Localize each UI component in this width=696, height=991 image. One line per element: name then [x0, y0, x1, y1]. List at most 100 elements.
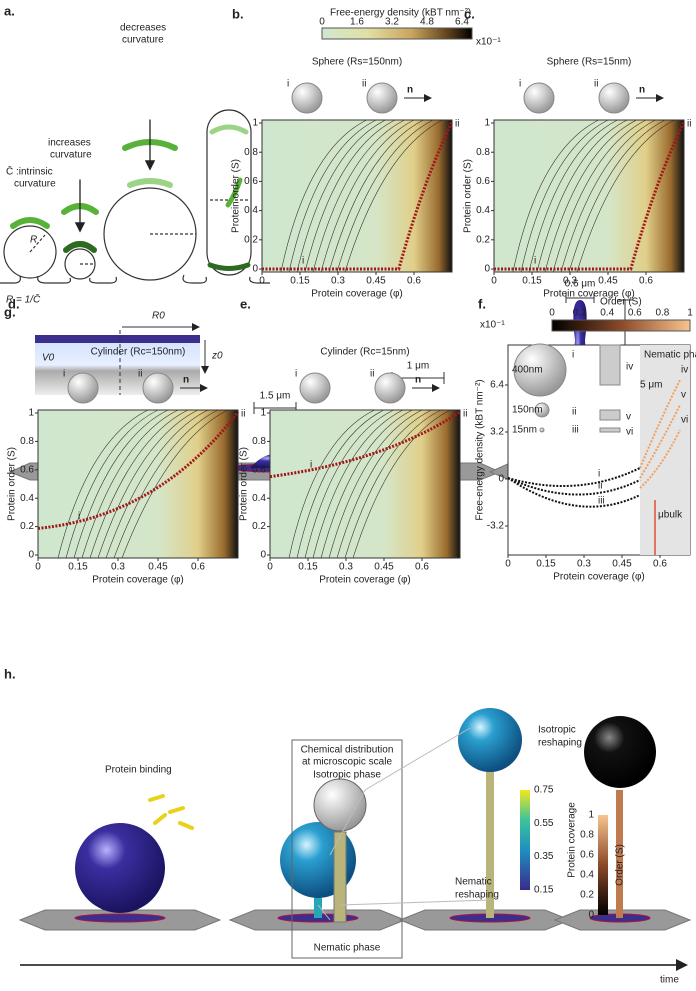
label: 0 — [252, 264, 258, 275]
shape-icon — [523, 82, 555, 114]
plot-area — [37, 409, 239, 559]
label: n — [407, 85, 413, 96]
label: Order (S) — [600, 297, 642, 308]
label: 0.8 — [252, 436, 266, 447]
label: i — [302, 256, 304, 267]
label: v — [626, 412, 631, 423]
label: i — [310, 459, 312, 470]
label: 0 — [491, 276, 497, 287]
label: ii — [594, 79, 598, 90]
label: 0 — [505, 559, 511, 570]
contour — [304, 409, 394, 559]
label: ii — [572, 407, 576, 418]
label: 0.4 — [20, 493, 34, 504]
label: Nematic phase — [644, 350, 696, 361]
label: 0 — [484, 264, 490, 275]
label: 0.6 — [628, 308, 642, 319]
label: 0.2 — [252, 521, 266, 532]
label: 0 — [267, 562, 273, 573]
label: 1 μm — [407, 361, 429, 372]
label: 0.45 — [612, 559, 632, 570]
label: 0.6 — [20, 464, 34, 475]
label: 0.3 — [563, 276, 577, 287]
label: ii — [687, 119, 691, 130]
label: 1 — [588, 810, 594, 821]
label: i — [534, 256, 536, 267]
label: 0.3 — [577, 559, 591, 570]
label: 0 — [259, 276, 265, 287]
label: Isotropic phase — [313, 770, 381, 781]
label: 0 — [588, 910, 594, 921]
contour — [312, 119, 405, 273]
label: 400nm — [512, 365, 543, 376]
label: b. — [232, 6, 244, 21]
label: curvature — [122, 35, 164, 46]
minimum-curve — [494, 121, 686, 271]
contour — [344, 119, 443, 273]
label: 1 — [28, 408, 34, 419]
label: i — [598, 469, 600, 480]
label: 4.8 — [420, 17, 434, 28]
contour — [536, 119, 628, 273]
label: e. — [240, 296, 251, 311]
label: z0 — [211, 351, 223, 362]
label: 0.2 — [580, 890, 594, 901]
minimum-curve — [37, 411, 240, 530]
label: 0 — [260, 550, 266, 561]
label: d. — [8, 296, 20, 311]
label: R — [30, 235, 37, 246]
label: 0.3 — [339, 562, 353, 573]
label: 0.6 — [244, 176, 258, 187]
label: 0.4 — [252, 493, 266, 504]
label: 0.2 — [244, 234, 258, 245]
label: 0.2 — [573, 308, 587, 319]
shape-icon — [534, 402, 550, 418]
minimum-curve — [262, 121, 454, 271]
label: Sphere (Rs=15nm) — [547, 57, 632, 68]
label: i — [78, 511, 80, 522]
label: 0.6 — [191, 562, 205, 573]
contour — [97, 409, 199, 559]
label: ii — [362, 79, 366, 90]
label: 0.4 — [600, 308, 614, 319]
contour — [328, 409, 423, 559]
minimum-curve — [269, 410, 461, 479]
contour — [288, 119, 377, 273]
label: i — [572, 350, 574, 361]
label: v — [681, 390, 686, 401]
label: decreases — [120, 23, 166, 34]
label: 0 — [28, 550, 34, 561]
label: 0.45 — [598, 276, 618, 287]
label: 0.6 — [580, 850, 594, 861]
contour — [552, 119, 647, 273]
label: 0.8 — [244, 147, 258, 158]
shape-icon — [599, 427, 621, 433]
label: i — [295, 369, 297, 380]
label: 0 — [35, 562, 41, 573]
label: a. — [4, 3, 15, 18]
label: Nematic phase — [314, 943, 381, 954]
label: R0 — [152, 311, 165, 322]
label: at microscopic scale — [302, 757, 392, 768]
label: 0.6 — [415, 562, 429, 573]
shape-icon — [374, 372, 406, 404]
label: h. — [4, 666, 16, 681]
label: vi — [681, 415, 688, 426]
contour — [320, 409, 413, 559]
energy-curve — [639, 429, 681, 489]
label: Protein coverage (φ) — [311, 289, 403, 300]
label: increases — [48, 138, 91, 149]
label: Chemical distribution — [301, 745, 394, 756]
label: 3.2 — [385, 17, 399, 28]
contour — [57, 409, 149, 559]
colorbar — [551, 319, 691, 332]
label: 0.45 — [366, 276, 386, 287]
label: 1 — [484, 118, 490, 129]
contour — [121, 409, 229, 559]
label: iv — [626, 362, 633, 373]
contour — [65, 409, 159, 559]
contour — [113, 409, 219, 559]
label: x10⁻¹ — [480, 320, 505, 331]
label: 0.35 — [534, 851, 554, 862]
label: 0.6 — [653, 559, 667, 570]
